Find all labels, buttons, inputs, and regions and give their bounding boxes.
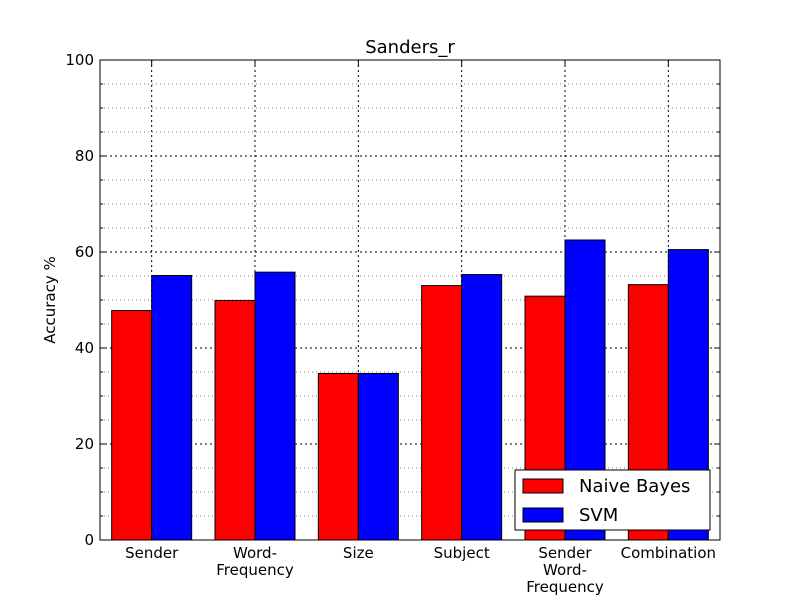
x-tick-label: Word- [233, 544, 277, 562]
bar-naive-bayes-3 [421, 285, 463, 541]
y-tick-label: 80 [75, 147, 94, 165]
legend-swatch-naive-bayes [522, 478, 564, 494]
x-tick-label: Frequency [526, 578, 604, 596]
y-tick-label: 20 [75, 435, 94, 453]
x-tick-label: Frequency [216, 561, 294, 579]
bar-svm-0 [151, 275, 193, 541]
bar-svm-2 [357, 372, 399, 541]
x-tick-label: Sender [125, 544, 179, 562]
legend-label: SVM [579, 505, 618, 526]
x-tick-label: Combination [621, 544, 716, 562]
legend: Naive Bayes SVM [514, 469, 711, 531]
y-tick-label: 40 [75, 339, 94, 357]
y-axis-label: Accuracy % [41, 256, 59, 344]
y-tick-label: 0 [84, 531, 94, 549]
bar-naive-bayes-2 [317, 372, 359, 541]
y-tick-labels: 0 20 40 60 80 100 [65, 51, 94, 549]
y-tick-label: 100 [65, 51, 94, 69]
legend-swatch-svm [522, 507, 564, 523]
ticks-layer [100, 59, 720, 541]
chart-title: Sanders_r [365, 37, 455, 58]
y-tick-label: 60 [75, 243, 94, 261]
bar-naive-bayes-0 [111, 310, 153, 541]
x-tick-label: Subject [434, 544, 490, 562]
bar-svm-1 [254, 271, 296, 541]
bar-naive-bayes-1 [214, 299, 256, 541]
x-tick-label: Size [343, 544, 374, 562]
x-tick-label: Sender [538, 544, 592, 562]
legend-label: Naive Bayes [579, 476, 690, 497]
bar-svm-3 [461, 274, 503, 541]
x-tick-label: Word- [543, 561, 587, 579]
grid-layer [100, 59, 720, 541]
